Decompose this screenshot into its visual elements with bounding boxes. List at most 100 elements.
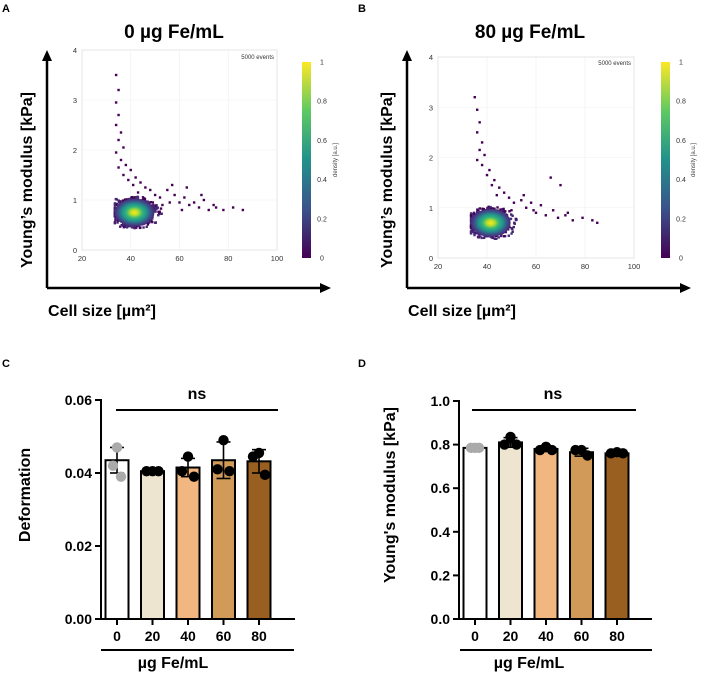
panel-c-xlabel: µg Fe/mL xyxy=(138,655,209,672)
density-point xyxy=(143,197,147,201)
colorbar-tick-label: 0.6 xyxy=(676,138,686,145)
panel-a-title: 0 µg Fe/mL xyxy=(124,22,224,43)
y-tick-label: 1 xyxy=(429,204,433,213)
y-tick-label: 3 xyxy=(73,96,77,105)
scatter-point xyxy=(591,219,594,222)
scatter-point xyxy=(158,196,162,199)
panel-b-event-count: 5000 events xyxy=(598,61,631,67)
density-point xyxy=(151,201,155,204)
panel-label-c: C xyxy=(2,358,10,370)
bar-80 xyxy=(604,452,630,620)
scatter-point xyxy=(539,204,543,207)
x-tick-label: 80 xyxy=(581,262,589,271)
scatter-point xyxy=(507,196,511,199)
density-point xyxy=(497,236,500,239)
scatter-point xyxy=(114,151,118,154)
y-tick-label: 0.0 xyxy=(431,611,451,627)
density-point xyxy=(495,237,498,240)
density-point xyxy=(157,212,161,216)
y-tick-label: 0.02 xyxy=(65,538,92,554)
density-point xyxy=(507,234,510,237)
panel-b-xlabel: Cell size [µm²] xyxy=(408,303,516,320)
panel-b-colorbar-label: density [a.u.] xyxy=(691,143,697,177)
data-point xyxy=(534,444,546,456)
scatter-point xyxy=(214,206,218,209)
panel-c-significance: ns xyxy=(188,386,207,403)
bar-0 xyxy=(462,446,488,620)
panel-d-significance: ns xyxy=(544,386,563,403)
panel-a-x-arrow xyxy=(47,283,331,293)
x-tick-label: 60 xyxy=(216,628,232,644)
scatter-point xyxy=(185,186,189,189)
x-tick-label: 60 xyxy=(574,628,590,644)
density-point xyxy=(152,203,155,207)
density-point xyxy=(469,230,473,233)
scatter-point xyxy=(192,201,196,204)
colorbar-tick-label: 0 xyxy=(320,256,324,263)
scatter-point xyxy=(493,178,496,182)
scatter-point xyxy=(117,88,120,92)
x-tick-label: 60 xyxy=(532,262,540,271)
density-point xyxy=(473,212,476,216)
scatter-point xyxy=(207,208,210,212)
scatter-point xyxy=(136,191,140,194)
x-tick-label: 20 xyxy=(78,254,86,263)
density-point xyxy=(501,209,504,212)
scatter-point xyxy=(549,176,552,179)
y-tick-label: 0.2 xyxy=(431,567,451,583)
scatter-point xyxy=(478,148,481,152)
y-tick-label: 1 xyxy=(73,196,77,205)
density-point xyxy=(159,207,163,210)
colorbar-tick-label: 1 xyxy=(320,60,324,67)
density-point xyxy=(157,214,160,217)
scatter-point xyxy=(134,176,137,179)
density-point xyxy=(487,205,490,209)
panel-a-scatter: 0 µg Fe/mL Young’s modulus [kPa] Cell si… xyxy=(19,22,339,320)
x-tick-label: 20 xyxy=(434,262,442,271)
scatter-point xyxy=(510,209,513,212)
scatter-point xyxy=(202,198,206,202)
scatter-point xyxy=(525,206,528,209)
scatter-point xyxy=(488,168,491,172)
y-tick-label: 0.04 xyxy=(65,465,92,481)
density-point xyxy=(158,210,161,213)
scatter-point xyxy=(596,221,599,225)
data-point xyxy=(259,469,271,481)
density-point xyxy=(489,235,493,239)
x-tick-label: 40 xyxy=(538,628,554,644)
y-tick-label: 3 xyxy=(429,103,433,112)
density-point xyxy=(486,207,489,210)
scatter-point xyxy=(564,214,567,217)
scatter-point xyxy=(122,146,125,149)
data-point xyxy=(505,431,516,443)
scatter-point xyxy=(544,214,547,217)
density-point xyxy=(493,237,497,240)
scatter-point xyxy=(520,199,523,202)
density-point xyxy=(114,217,117,220)
scatter-point xyxy=(495,193,498,197)
density-point xyxy=(130,195,134,199)
density-point xyxy=(514,218,518,222)
panel-d-bar-chart: Young's modulus [kPa] ns µg Fe/mL 0.0 0.2… xyxy=(382,386,652,672)
scatter-point xyxy=(127,178,130,182)
x-tick-label: 40 xyxy=(127,254,135,263)
panel-a-density-core xyxy=(114,198,155,227)
y-tick-label: 0.06 xyxy=(65,392,92,408)
density-point xyxy=(154,221,157,224)
density-point xyxy=(123,198,127,201)
x-tick-label: 0 xyxy=(113,628,121,644)
density-point xyxy=(509,217,513,221)
data-point xyxy=(617,448,629,459)
panel-label-b: B xyxy=(358,3,366,15)
density-point xyxy=(471,228,474,231)
scatter-point xyxy=(532,209,535,212)
scatter-point xyxy=(241,208,245,212)
scatter-point xyxy=(512,201,516,204)
panel-c-ylabel: Deformation xyxy=(17,448,34,542)
scatter-point xyxy=(529,201,533,204)
data-point xyxy=(107,460,119,471)
density-point xyxy=(504,210,507,213)
panel-a-colorbar xyxy=(302,62,311,258)
data-point xyxy=(546,444,558,456)
